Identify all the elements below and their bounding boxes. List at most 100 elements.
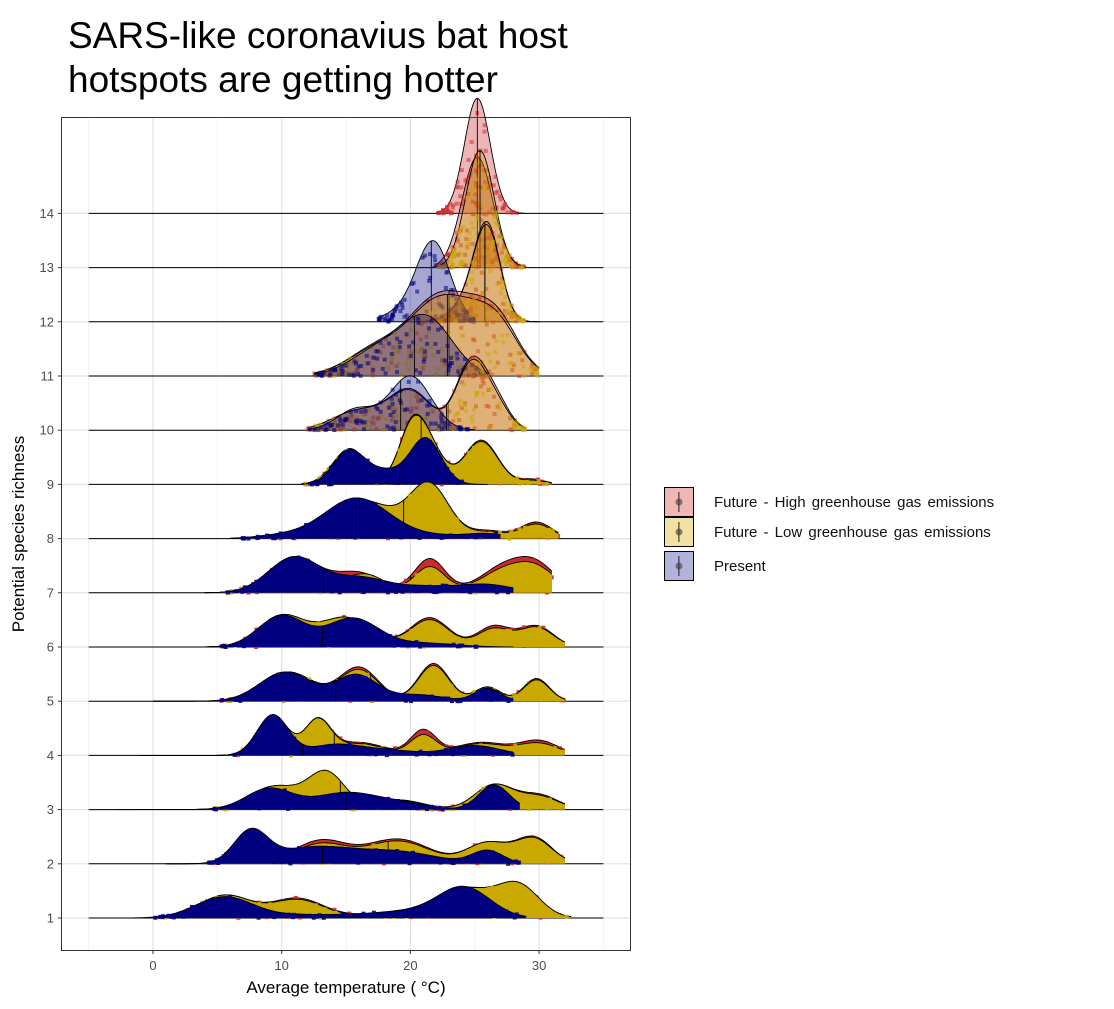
sample-point — [396, 361, 401, 366]
sample-point — [446, 363, 451, 368]
density-area-present-level-4 — [140, 714, 514, 756]
sample-point — [481, 391, 485, 396]
sample-point — [450, 247, 455, 252]
sample-point — [439, 326, 444, 331]
sample-point — [467, 237, 472, 242]
sample-point — [420, 744, 424, 749]
sample-point — [545, 854, 550, 858]
sample-point — [461, 225, 465, 230]
sample-point — [509, 697, 514, 702]
sample-point — [528, 840, 532, 845]
sample-point — [443, 421, 448, 425]
sample-point — [488, 183, 493, 188]
sample-point — [364, 793, 369, 798]
sample-point — [439, 303, 443, 308]
sample-point — [271, 860, 276, 865]
sample-point — [333, 367, 338, 372]
sample-point — [564, 914, 569, 919]
density-area-present-level-2 — [165, 828, 520, 864]
sample-point — [495, 404, 500, 409]
sample-point — [544, 482, 549, 486]
sample-point — [414, 406, 419, 410]
sample-point — [560, 749, 565, 754]
density-area-present-level-7 — [204, 556, 514, 593]
sample-point — [265, 911, 270, 916]
sample-point — [378, 470, 383, 475]
sample-point — [482, 798, 487, 803]
sample-point — [404, 361, 409, 366]
sample-point — [356, 364, 361, 369]
sample-point — [506, 699, 511, 703]
sample-point — [408, 354, 413, 359]
sample-point — [340, 846, 345, 851]
sample-point — [479, 204, 484, 208]
sample-point — [388, 401, 393, 406]
sample-point — [370, 345, 375, 350]
sample-point — [361, 911, 366, 916]
sample-point — [552, 853, 557, 858]
sample-point — [401, 641, 406, 646]
sample-point — [493, 349, 498, 354]
sample-point — [379, 414, 384, 418]
sample-point — [477, 295, 482, 300]
sample-point — [316, 621, 321, 626]
sample-point — [513, 313, 518, 318]
sample-point — [393, 346, 398, 351]
sample-point — [378, 409, 383, 414]
sample-point — [399, 535, 404, 540]
sample-point — [455, 356, 460, 361]
y-tick-label: 14 — [40, 206, 54, 221]
sample-point — [461, 468, 466, 473]
ridge-level-1 — [88, 880, 604, 920]
sample-point — [395, 474, 400, 479]
sample-point — [276, 682, 281, 687]
sample-point — [494, 214, 499, 219]
sample-point — [388, 426, 393, 431]
sample-point — [407, 493, 412, 498]
sample-point — [522, 526, 527, 531]
sample-point — [314, 903, 319, 908]
sample-point — [510, 368, 515, 372]
sample-point — [432, 590, 437, 594]
sample-point — [278, 860, 283, 865]
y-tick-label: 5 — [47, 694, 54, 709]
sample-point — [427, 584, 432, 589]
sample-point — [476, 177, 481, 182]
sample-point — [359, 409, 364, 414]
sample-point — [410, 406, 415, 411]
sample-point — [532, 899, 537, 904]
sample-point — [424, 696, 429, 701]
sample-point — [504, 247, 509, 252]
sample-point — [322, 476, 327, 481]
sample-point — [271, 845, 276, 849]
sample-point — [348, 419, 353, 424]
sample-point — [394, 364, 399, 369]
sample-point — [338, 427, 343, 432]
sample-point — [321, 915, 326, 920]
sample-point — [416, 804, 421, 809]
sample-point — [296, 694, 301, 699]
sample-point — [557, 746, 562, 751]
sample-point — [420, 586, 425, 591]
sample-point — [447, 409, 452, 414]
sample-point — [296, 788, 301, 793]
y-tick-label: 4 — [47, 748, 54, 763]
sample-point — [427, 850, 432, 855]
sample-point — [349, 797, 354, 802]
sample-point — [336, 423, 341, 428]
sample-point — [482, 123, 487, 128]
sample-point — [482, 186, 487, 191]
sample-point — [314, 914, 319, 919]
sample-point — [470, 362, 475, 367]
sample-point — [323, 907, 328, 912]
sample-point — [247, 641, 252, 645]
sample-point — [457, 854, 462, 858]
legend-item: Future - High greenhouse gas emissions — [664, 486, 994, 518]
x-axis-label: Average temperature ( °C) — [246, 978, 445, 997]
sample-point — [445, 534, 450, 539]
sample-point — [458, 251, 463, 256]
sample-point — [440, 807, 445, 812]
sample-point — [349, 501, 354, 506]
sample-point — [311, 915, 316, 920]
sample-point — [337, 421, 342, 426]
